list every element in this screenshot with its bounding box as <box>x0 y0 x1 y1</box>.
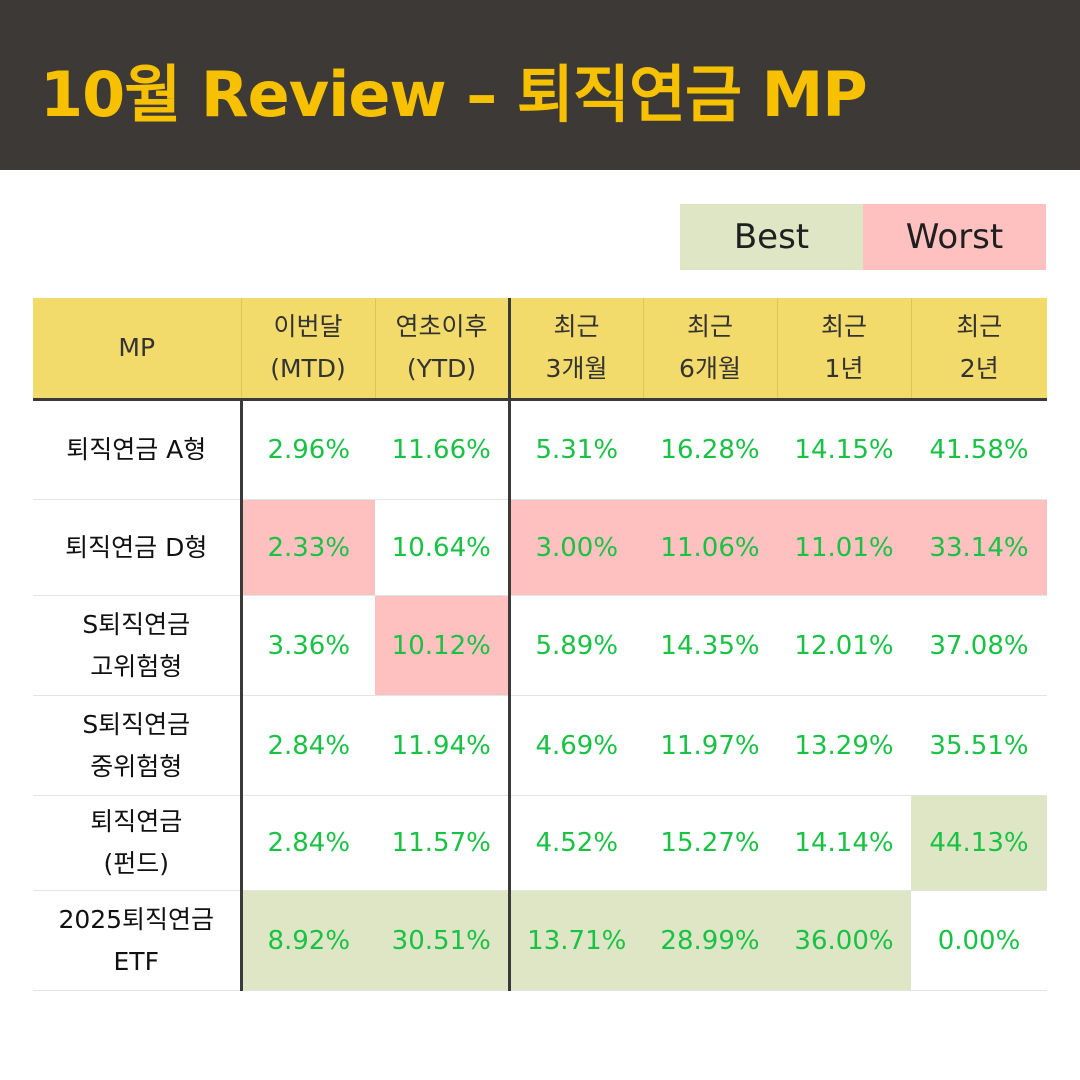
return-cell: 13.71% <box>507 890 643 991</box>
return-cell: 37.08% <box>911 595 1047 696</box>
table-row: 퇴직연금 (펀드) 2.84% 11.57% 4.52% 15.27% 14.14% 44.1… <box>33 795 1047 891</box>
mp-name-cell: 퇴직연금 D형 <box>33 499 241 596</box>
header-line: 3개월 <box>545 354 608 383</box>
return-cell: 4.52% <box>507 795 643 891</box>
return-cell: 2.84% <box>239 795 375 891</box>
header-line: 최근 <box>553 312 600 341</box>
header-line: (YTD) <box>406 354 477 383</box>
returns-table: MP 이번달 (MTD) 연초이후 (YTD) 최근 3개월 최근 6개월 최근… <box>33 298 1047 991</box>
page-title: 10월 Review – 퇴직연금 MP <box>40 58 868 131</box>
table-body: 퇴직연금 A형 2.96% 11.66% 5.31% 16.28% 14.15% 41.58… <box>33 399 1047 991</box>
return-cell: 11.94% <box>375 695 509 796</box>
header-line: 이번달 <box>273 312 343 341</box>
mp-name-line: S퇴직연금 <box>82 709 191 739</box>
return-cell: 44.13% <box>911 795 1047 891</box>
return-cell: 11.01% <box>777 499 911 596</box>
return-cell: 13.29% <box>777 695 911 796</box>
header-line: 최근 <box>956 312 1003 341</box>
header-3m: 최근 3개월 <box>507 298 643 401</box>
return-cell: 11.06% <box>643 499 777 596</box>
header-line: 최근 <box>686 312 733 341</box>
return-cell: 14.14% <box>777 795 911 891</box>
header-line: 2년 <box>959 354 999 383</box>
mp-name-line: 퇴직연금 <box>90 807 183 836</box>
mp-name-line: S퇴직연금 <box>82 609 191 639</box>
mp-name-line: (펀드) <box>103 849 169 878</box>
mp-name-line: 2025퇴직연금 <box>58 904 215 934</box>
header-line: 최근 <box>820 312 867 341</box>
mp-name-cell: 2025퇴직연금 ETF <box>33 890 241 991</box>
return-cell: 33.14% <box>911 499 1047 596</box>
mp-name-line: 퇴직연금 A형 <box>66 435 207 464</box>
header-line: 6개월 <box>679 354 741 383</box>
return-cell: 11.57% <box>375 795 509 891</box>
table-header-row: MP 이번달 (MTD) 연초이후 (YTD) 최근 3개월 최근 6개월 최근… <box>33 298 1047 401</box>
return-cell: 14.15% <box>777 399 911 500</box>
return-cell: 5.89% <box>507 595 643 696</box>
return-cell: 2.33% <box>239 499 375 596</box>
return-cell: 0.00% <box>911 890 1047 991</box>
return-cell: 10.64% <box>375 499 509 596</box>
return-cell: 36.00% <box>777 890 911 991</box>
return-cell: 30.51% <box>375 890 509 991</box>
header-line: 1년 <box>824 354 864 383</box>
table-row: 퇴직연금 D형 2.33% 10.64% 3.00% 11.06% 11.01% 33.14… <box>33 499 1047 596</box>
return-cell: 10.12% <box>375 595 509 696</box>
header-ytd: 연초이후 (YTD) <box>374 298 509 401</box>
header-banner: 10월 Review – 퇴직연금 MP <box>0 0 1080 170</box>
mp-name-cell: 퇴직연금 A형 <box>33 399 241 500</box>
return-cell: 11.97% <box>643 695 777 796</box>
return-cell: 15.27% <box>643 795 777 891</box>
return-cell: 5.31% <box>507 399 643 500</box>
header-2y: 최근 2년 <box>910 298 1047 401</box>
return-cell: 28.99% <box>643 890 777 991</box>
header-mp: MP <box>33 298 241 401</box>
header-line: 연초이후 <box>395 312 488 341</box>
mp-name-line: 고위험형 <box>90 651 183 681</box>
legend-worst: Worst <box>863 204 1046 270</box>
header-line: (MTD) <box>270 354 346 383</box>
header-mp-label: MP <box>118 333 156 362</box>
table-row: S퇴직연금 고위험형 3.36% 10.12% 5.89% 14.35% 12.01% 37.… <box>33 595 1047 696</box>
return-cell: 16.28% <box>643 399 777 500</box>
header-1y: 최근 1년 <box>776 298 911 401</box>
mp-name-line: ETF <box>113 946 159 976</box>
return-cell: 14.35% <box>643 595 777 696</box>
return-cell: 12.01% <box>777 595 911 696</box>
header-mtd: 이번달 (MTD) <box>240 298 375 401</box>
return-cell: 11.66% <box>375 399 509 500</box>
legend-best: Best <box>680 204 863 270</box>
mp-name-line: 퇴직연금 D형 <box>65 532 208 562</box>
return-cell: 3.00% <box>507 499 643 596</box>
table-row: 퇴직연금 A형 2.96% 11.66% 5.31% 16.28% 14.15% 41.58… <box>33 399 1047 500</box>
return-cell: 8.92% <box>239 890 375 991</box>
header-6m: 최근 6개월 <box>642 298 777 401</box>
return-cell: 41.58% <box>911 399 1047 500</box>
return-cell: 2.96% <box>239 399 375 500</box>
return-cell: 3.36% <box>239 595 375 696</box>
return-cell: 35.51% <box>911 695 1047 796</box>
table-row: S퇴직연금 중위험형 2.84% 11.94% 4.69% 11.97% 13.29% 35.… <box>33 695 1047 796</box>
table-row: 2025퇴직연금 ETF 8.92% 30.51% 13.71% 28.99% 36.00%… <box>33 890 1047 991</box>
mp-name-cell: 퇴직연금 (펀드) <box>33 795 241 891</box>
mp-name-line: 중위험형 <box>90 751 183 781</box>
return-cell: 4.69% <box>507 695 643 796</box>
return-cell: 2.84% <box>239 695 375 796</box>
